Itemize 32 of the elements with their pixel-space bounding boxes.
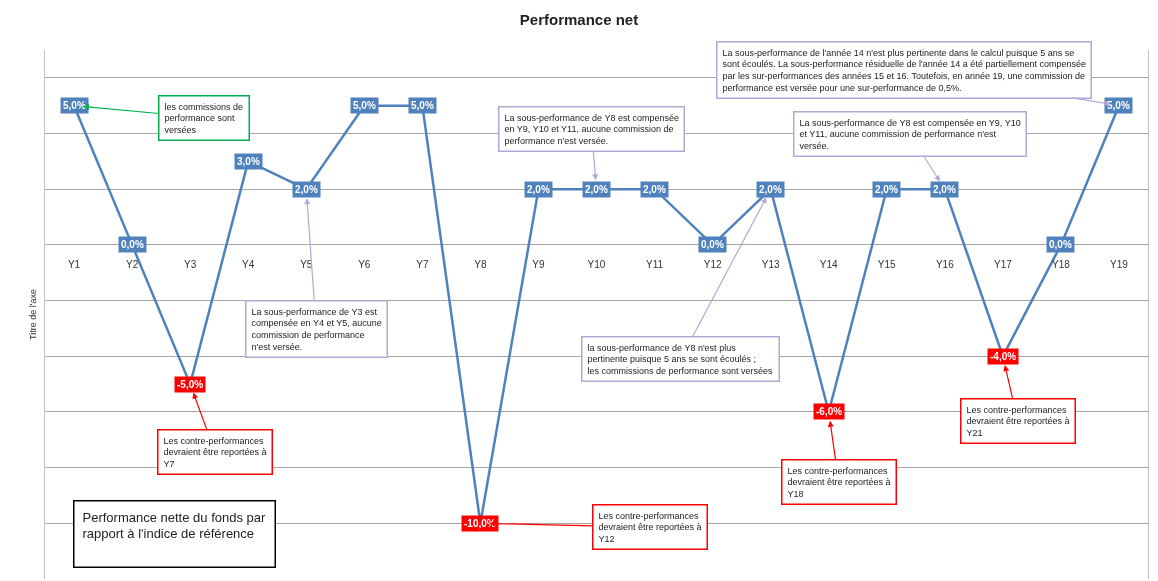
annotation: La sous-performance de Y3 est compensée en Y4 et Y5, aucune commission de performance n'est versée. xyxy=(251,306,382,352)
annotation: La sous-performance de Y8 est compensée en Y9, Y10 et Y11, aucune commission de performance n'est versée. xyxy=(799,117,1021,151)
x-tick-label: Y17 xyxy=(993,258,1013,270)
y-axis-title: Titre de l'axe xyxy=(28,289,39,340)
annotation: les commissions de performance sont versées xyxy=(164,101,244,135)
x-tick-label: Y4 xyxy=(242,258,255,270)
annotation: Les contre-performances devraient être reportées à Y18 xyxy=(787,465,891,499)
x-tick-label: Y14 xyxy=(819,258,839,270)
x-tick-label: Y16 xyxy=(935,258,955,270)
annotation: la sous-performance de Y8 n'est plus pertinente puisque 5 ans se sont écoulés ; les commissions de performance sont versées xyxy=(587,342,774,376)
annotation: La sous-performance de l'année 14 n'est plus pertinente dans le calcul puisque 5 ans se sont écoulés. La sous-performance résiduelle de l'année 14 a été partiellement compensée par les sur-performances des années 15 et 16. Toutefois, en année 19, une commission de performance est versée pour une sur-performance de 0,5%. xyxy=(722,47,1086,93)
chart-title: Performance net xyxy=(519,11,639,29)
x-tick-label: Y10 xyxy=(587,258,606,270)
annotation: Performance nette du fonds par rapport à l'indice de référence xyxy=(82,509,266,542)
x-tick-label: Y18 xyxy=(1052,258,1071,270)
x-tick-label: Y6 xyxy=(358,258,371,270)
x-tick-label: Y9 xyxy=(532,258,545,270)
x-tick-label: Y19 xyxy=(1110,258,1129,270)
x-tick-label: Y11 xyxy=(646,258,664,270)
annotation: Les contre-performances devraient être reportées à Y12 xyxy=(598,510,702,544)
x-tick-label: Y12 xyxy=(703,258,722,270)
annotation: Les contre-performances devraient être reportées à Y7 xyxy=(163,435,267,469)
x-tick-label: Y15 xyxy=(877,258,897,270)
x-tick-label: Y13 xyxy=(761,258,780,270)
x-tick-label: Y7 xyxy=(416,258,429,270)
x-tick-label: Y1 xyxy=(67,258,81,270)
x-tick-label: Y3 xyxy=(184,258,197,270)
x-tick-label: Y8 xyxy=(474,258,487,270)
x-tick-label: Y5 xyxy=(300,258,313,270)
annotation: La sous-performance de Y8 est compensée en Y9, Y10 et Y11, aucune commission de performance n'est versée. xyxy=(504,112,679,146)
annotation: Les contre-performances devraient être reportées à Y21 xyxy=(966,404,1070,438)
x-tick-label: Y2 xyxy=(125,258,139,270)
